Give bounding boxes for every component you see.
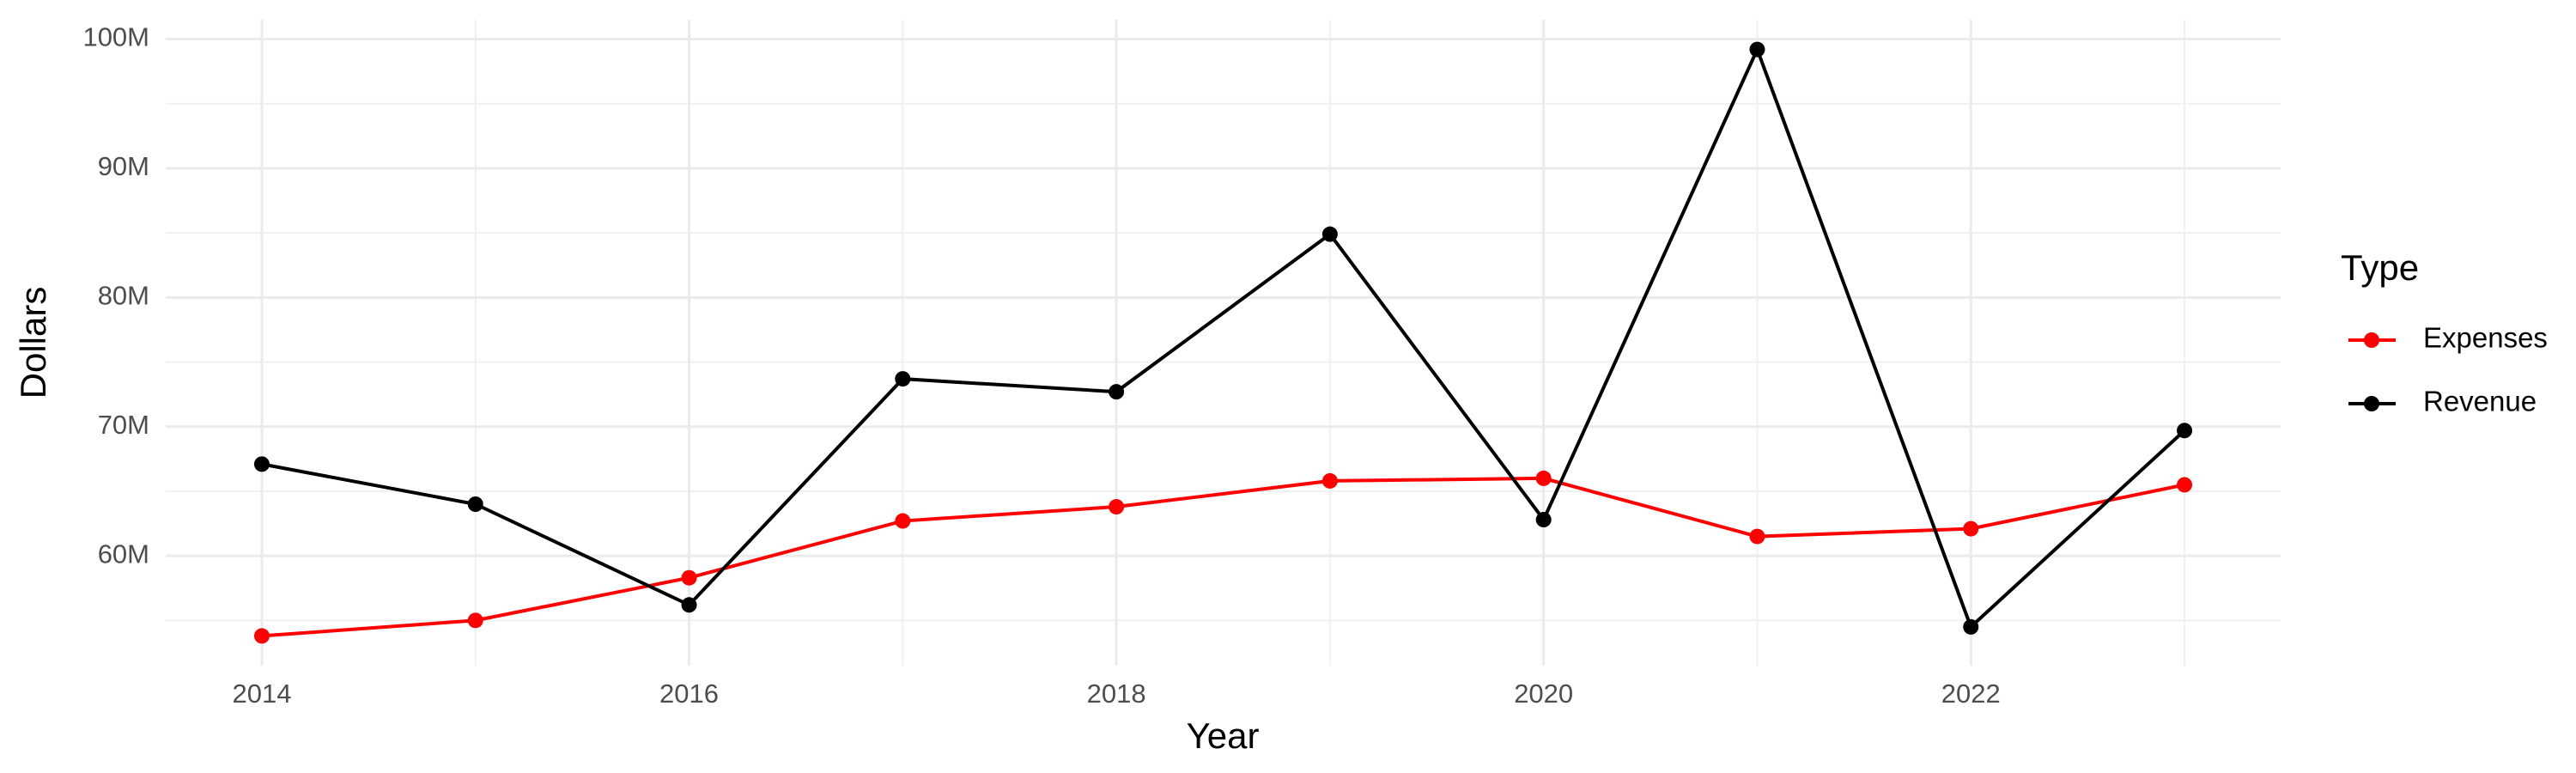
data-point <box>681 597 697 613</box>
x-axis-title: Year <box>1187 715 1260 756</box>
data-point <box>467 496 483 512</box>
y-tick-label: 70M <box>98 410 149 440</box>
data-point <box>1109 499 1125 515</box>
y-tick-label: 100M <box>82 22 149 52</box>
series-line <box>261 45 2186 630</box>
x-tick-label: 2016 <box>659 679 719 709</box>
x-tick-label: 2022 <box>1941 679 2001 709</box>
data-point <box>2177 423 2193 439</box>
data-point <box>681 569 697 586</box>
legend-label: Revenue <box>2423 386 2537 417</box>
x-tick-label: 2014 <box>232 679 291 709</box>
data-point <box>467 612 483 629</box>
x-tick-label: 2020 <box>1514 679 1573 709</box>
data-point <box>895 513 911 529</box>
series-line <box>261 476 2185 638</box>
data-point <box>253 456 270 472</box>
data-point <box>253 628 270 644</box>
data-point <box>1535 470 1552 486</box>
y-tick-label: 90M <box>98 151 149 181</box>
data-point <box>1109 384 1125 400</box>
data-point <box>1535 512 1552 528</box>
legend-label: Expenses <box>2423 322 2548 354</box>
legend-key-point <box>2364 332 2379 348</box>
legend-key-point <box>2364 396 2379 411</box>
data-point <box>1749 528 1765 545</box>
data-point <box>895 371 911 387</box>
data-point <box>1963 520 1979 537</box>
data-point <box>1749 41 1765 58</box>
y-tick-label: 80M <box>98 281 149 311</box>
y-tick-label: 60M <box>98 539 149 569</box>
data-point <box>1963 618 1979 635</box>
data-point <box>2177 477 2193 493</box>
data-point <box>1321 472 1338 489</box>
y-axis-title: Dollars <box>13 287 53 399</box>
legend-title: Type <box>2341 247 2419 288</box>
x-tick-label: 2018 <box>1087 679 1146 709</box>
data-point <box>1321 226 1338 242</box>
